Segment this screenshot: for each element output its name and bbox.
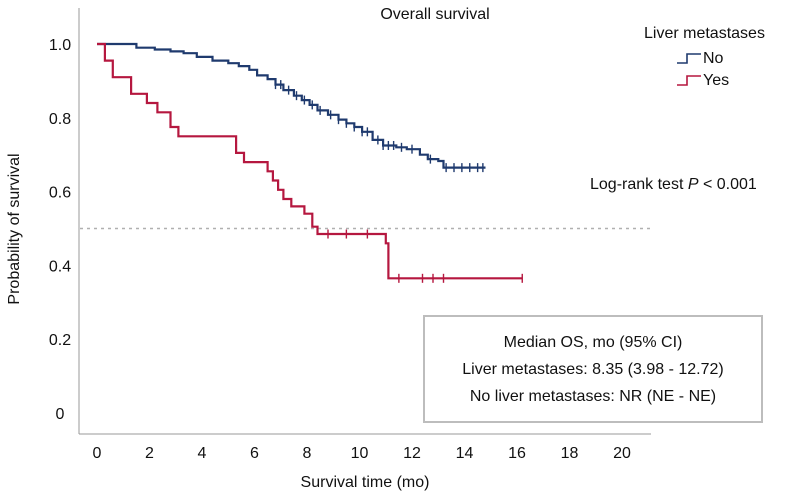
chart-title: Overall survival <box>380 6 489 23</box>
y-tick-label: 0.8 <box>49 111 71 128</box>
survival-curve-yes <box>97 42 523 280</box>
legend-item-yes: Yes <box>676 72 729 90</box>
x-tick-label: 14 <box>456 445 474 462</box>
x-tick-label: 0 <box>93 445 102 462</box>
x-tick-label: 8 <box>303 445 312 462</box>
legend-label-yes: Yes <box>703 72 730 89</box>
y-axis-label: Probability of survival <box>6 153 23 304</box>
legend-swatch-yes-icon <box>677 75 701 86</box>
legend-label-no: No <box>703 50 724 67</box>
survival-curves <box>97 42 523 283</box>
x-tick-label: 16 <box>508 445 526 462</box>
x-tick-label: 2 <box>145 445 154 462</box>
survival-curve-no <box>97 42 486 169</box>
y-tick-label: 0.2 <box>49 332 71 349</box>
logrank-suffix: < 0.001 <box>698 176 757 193</box>
legend-item-no: No <box>676 50 723 68</box>
legend-swatch-no-icon <box>677 53 701 64</box>
median-os-box: Median OS, mo (95% CI) Liver metastases:… <box>423 315 763 423</box>
y-ticks: 0 0.2 0.4 0.6 0.8 1.0 <box>49 37 71 423</box>
median-os-title: Median OS, mo (95% CI) <box>503 333 683 351</box>
x-tick-label: 10 <box>351 445 369 462</box>
legend-title: Liver metastases <box>644 25 765 42</box>
y-tick-label: 0.6 <box>49 185 71 202</box>
median-os-liver-met: Liver metastases: 8.35 (3.98 - 12.72) <box>462 360 724 378</box>
x-axis-label: Survival time (mo) <box>301 474 430 491</box>
x-tick-label: 12 <box>403 445 421 462</box>
y-tick-label: 1.0 <box>49 37 71 54</box>
y-tick-label: 0.4 <box>49 258 71 275</box>
logrank-p-symbol: P <box>687 176 699 193</box>
logrank-prefix: Log-rank test <box>590 176 688 193</box>
x-tick-label: 20 <box>613 445 631 462</box>
x-tick-label: 18 <box>561 445 579 462</box>
x-tick-label: 4 <box>198 445 207 462</box>
x-tick-label: 6 <box>250 445 259 462</box>
y-tick-label: 0 <box>56 406 65 423</box>
x-ticks: 0 2 4 6 8 10 12 14 16 18 20 <box>93 445 631 462</box>
median-os-no-liver-met: No liver metastases: NR (NE - NE) <box>469 387 717 405</box>
logrank-annotation: Log-rank test P < 0.001 <box>590 176 757 194</box>
